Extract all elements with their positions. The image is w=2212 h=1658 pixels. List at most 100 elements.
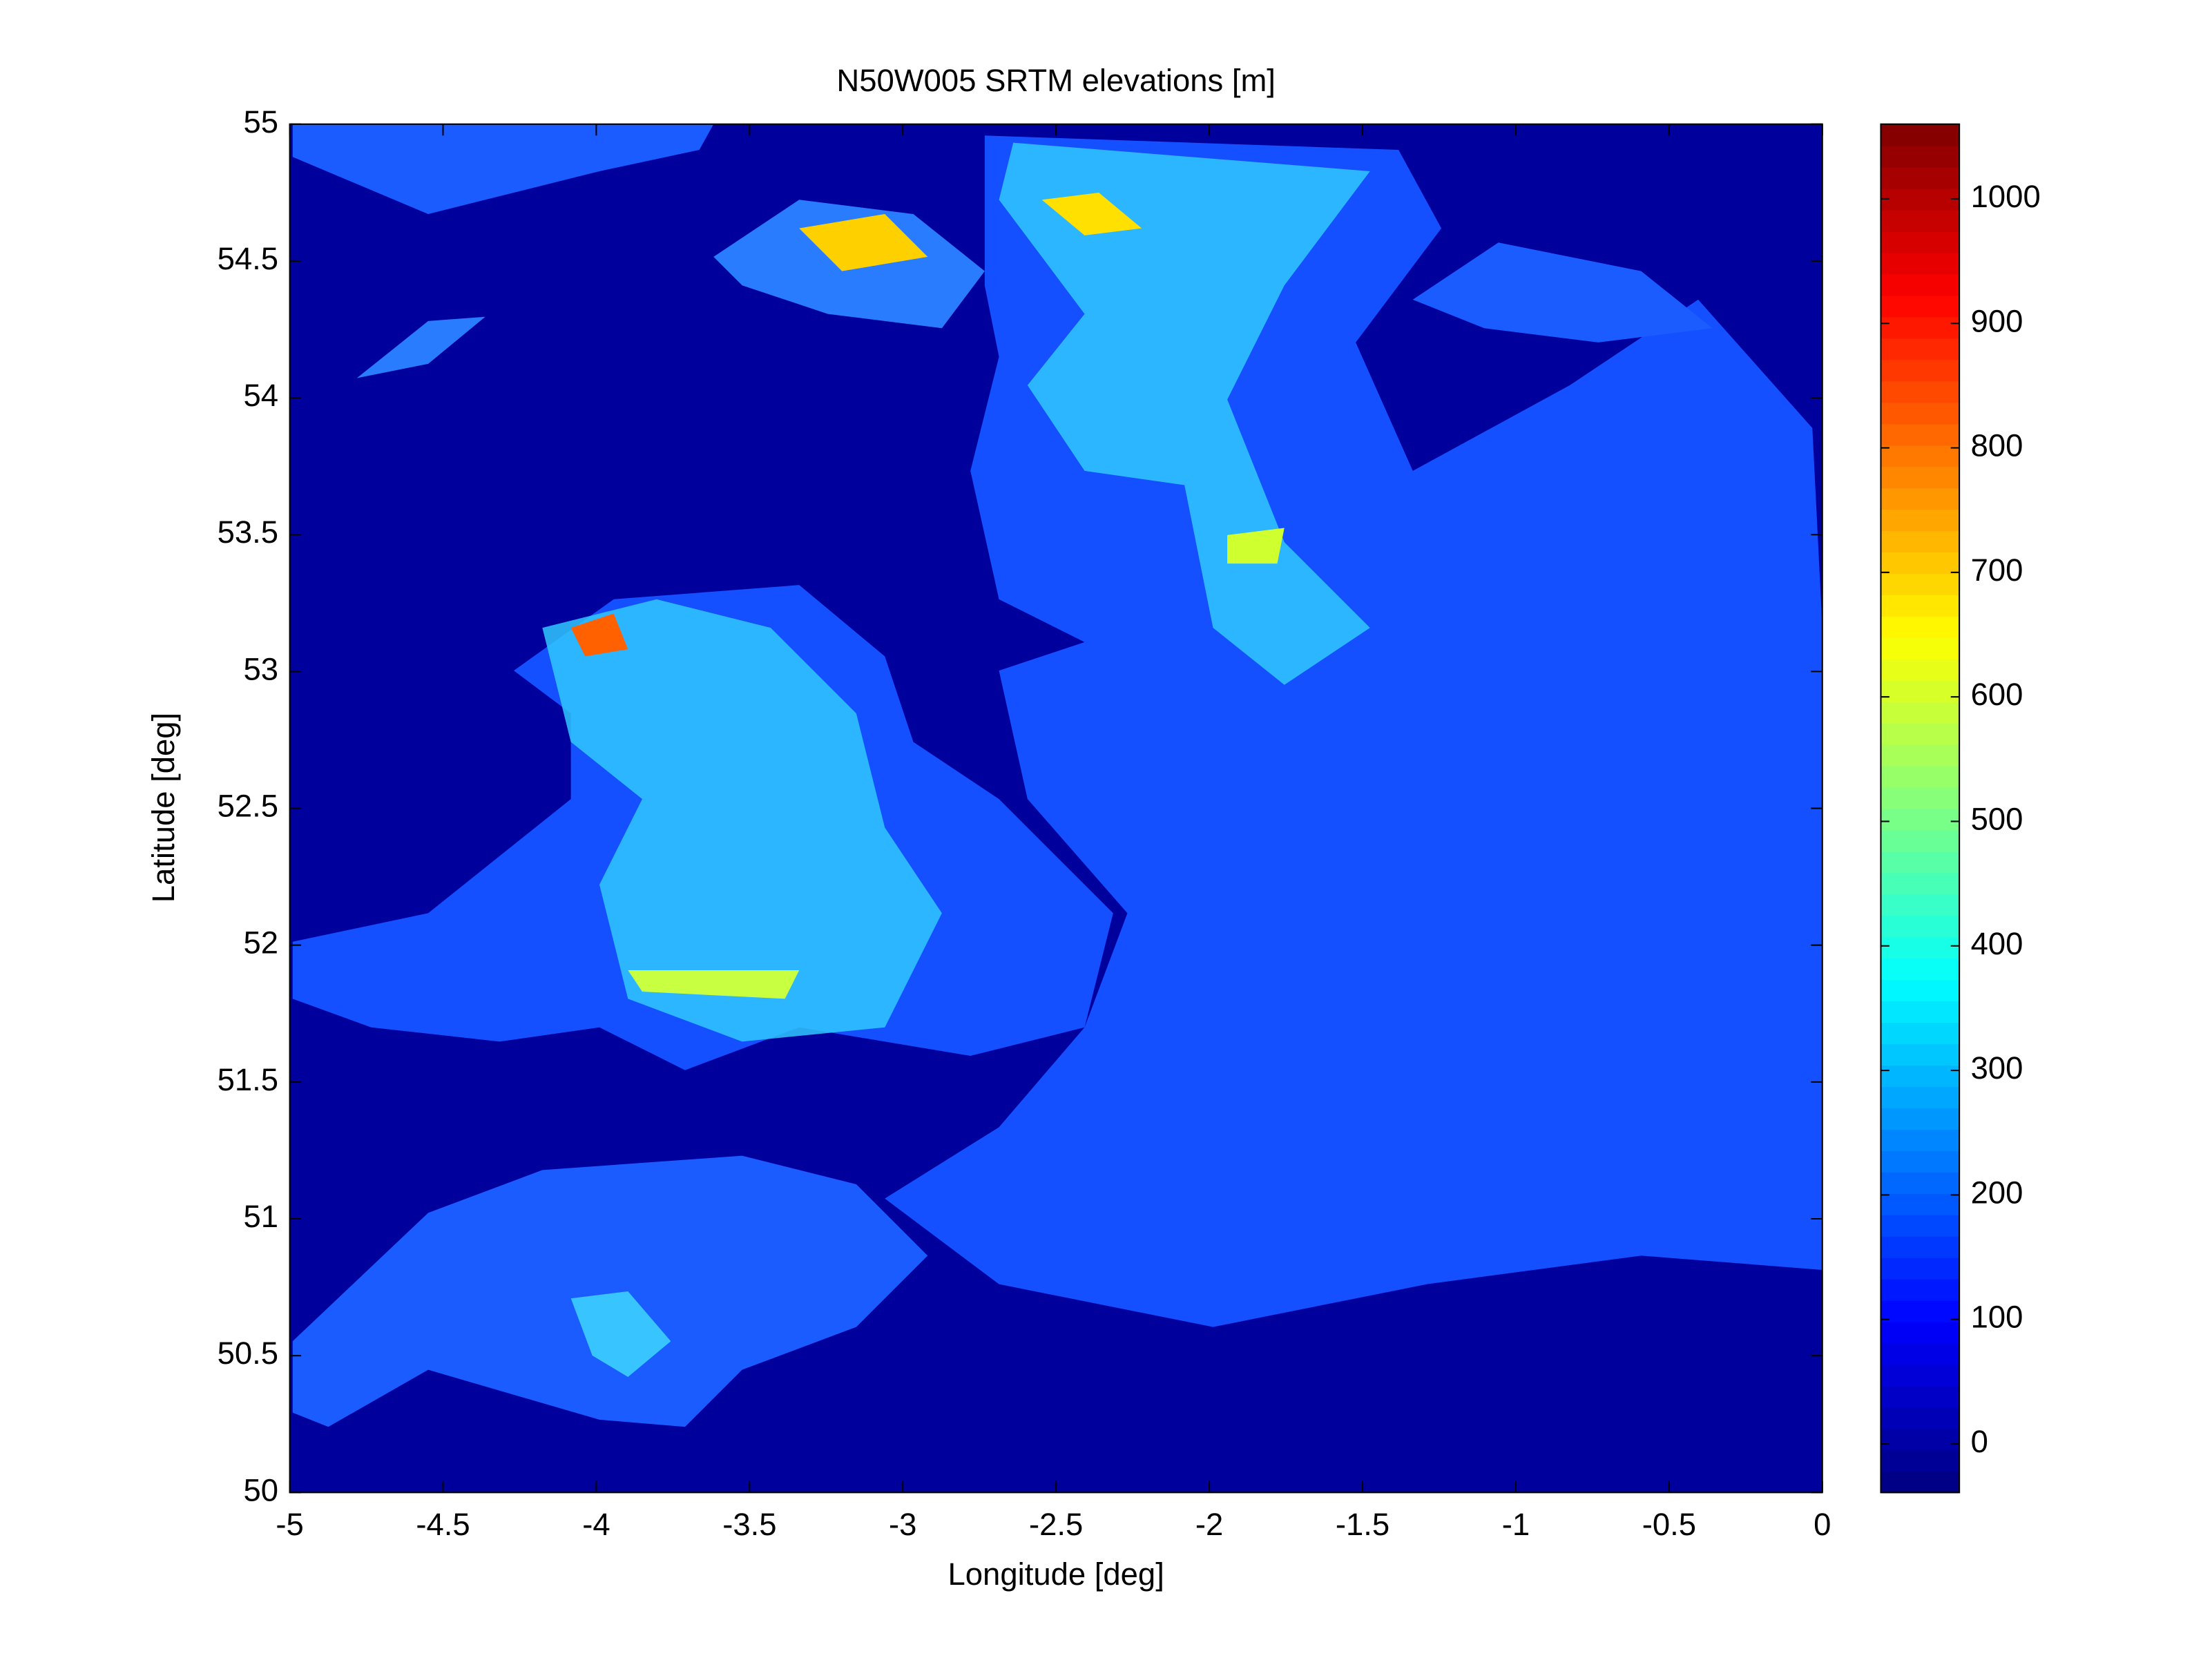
colorbar-step (1881, 1065, 1960, 1088)
x-tick-label: -3.5 (722, 1507, 776, 1542)
colorbar-step (1881, 615, 1960, 638)
colorbar-step (1881, 936, 1960, 959)
colorbar-step (1881, 1449, 1960, 1472)
land (1412, 242, 1713, 343)
highland (542, 599, 942, 1042)
x-tick-label: 0 (1814, 1507, 1831, 1542)
x-tick-label: -1 (1502, 1507, 1530, 1542)
x-tick-label: -4 (582, 1507, 610, 1542)
colorbar-step (1881, 1214, 1960, 1237)
x-tick-label: -2 (1195, 1507, 1223, 1542)
colorbar-step (1881, 851, 1960, 874)
colorbar-step (1881, 273, 1960, 296)
colorbar-step (1881, 1235, 1960, 1258)
y-tick-label: 52.5 (218, 789, 278, 824)
colorbar-step (1881, 679, 1960, 702)
x-axis-label: Longitude [deg] (948, 1556, 1164, 1592)
colorbar-step (1881, 359, 1960, 382)
y-tick-label: 54 (244, 378, 279, 413)
x-tick-label: -3 (889, 1507, 916, 1542)
colorbar-step (1881, 1086, 1960, 1109)
colorbar-step (1881, 295, 1960, 318)
x-tick-label: -1.5 (1336, 1507, 1389, 1542)
colorbar-step (1881, 1364, 1960, 1387)
y-tick-label: 52 (244, 925, 279, 961)
peak (570, 613, 628, 657)
peak (1227, 528, 1285, 564)
colorbar-box (1880, 123, 1961, 1494)
colorbar-step (1881, 915, 1960, 938)
x-tick-label: -2.5 (1029, 1507, 1083, 1542)
x-tick-label: -5 (276, 1507, 303, 1542)
colorbar-step (1881, 1171, 1960, 1194)
colorbar-step (1881, 231, 1960, 253)
colorbar-step (1881, 445, 1960, 467)
colorbar-step (1881, 1022, 1960, 1045)
land (292, 124, 714, 214)
colorbar-step (1881, 1428, 1960, 1451)
colorbar-tick-label: 800 (1971, 428, 2023, 463)
colorbar-step (1881, 637, 1960, 659)
colorbar-step (1881, 1342, 1960, 1365)
colorbar-step (1881, 1150, 1960, 1173)
colorbar-step (1881, 1300, 1960, 1322)
land (292, 1155, 928, 1427)
y-tick-label: 55 (244, 104, 279, 139)
colorbar-step (1881, 1321, 1960, 1344)
colorbar-step (1881, 466, 1960, 489)
colorbar-step (1881, 1407, 1960, 1429)
colorbar-step (1881, 829, 1960, 852)
colorbar-step (1881, 808, 1960, 831)
colorbar-tick-label: 700 (1971, 552, 2023, 588)
colorbar-step (1881, 145, 1960, 168)
elevation-image (289, 124, 1823, 1493)
colorbar-step (1881, 1385, 1960, 1408)
peak (1041, 192, 1142, 235)
colorbar-tick-label: 600 (1971, 677, 2023, 712)
colorbar-step (1881, 658, 1960, 681)
y-axis-label: Latitude [deg] (146, 713, 181, 903)
colorbar-step (1881, 872, 1960, 895)
peak (628, 970, 800, 999)
colorbar-step (1881, 594, 1960, 617)
colorbar-step (1881, 765, 1960, 788)
colorbar-step (1881, 1043, 1960, 1066)
y-tick-label: 54.5 (218, 241, 278, 276)
colorbar-tick-label: 1000 (1971, 179, 2041, 214)
colorbar-step (1881, 894, 1960, 916)
y-tick-label: 53.5 (218, 514, 278, 550)
x-tick-label: -4.5 (416, 1507, 470, 1542)
colorbar-step (1881, 209, 1960, 232)
y-tick-label: 51 (244, 1199, 279, 1234)
y-tick-label: 51.5 (218, 1062, 278, 1097)
colorbar-tick-label: 0 (1971, 1424, 1988, 1459)
colorbar-step (1881, 166, 1960, 189)
y-tick-label: 53 (244, 651, 279, 686)
colorbar-step (1881, 124, 1960, 146)
colorbar-step (1881, 1001, 1960, 1023)
colorbar-step (1881, 787, 1960, 809)
colorbar (1881, 124, 1960, 1494)
colorbar-step (1881, 423, 1960, 446)
chart-title: N50W005 SRTM elevations [m] (836, 63, 1276, 98)
colorbar-tick-label: 100 (1971, 1300, 2023, 1335)
peak (799, 213, 928, 271)
highland (570, 1291, 671, 1377)
colorbar-step (1881, 488, 1960, 510)
colorbar-step (1881, 701, 1960, 724)
colorbar-step (1881, 1108, 1960, 1130)
colorbar-step (1881, 1278, 1960, 1301)
colorbar-tick-label: 300 (1971, 1050, 2023, 1086)
colorbar-step (1881, 252, 1960, 275)
colorbar-step (1881, 509, 1960, 532)
y-tick-label: 50 (244, 1472, 279, 1507)
colorbar-step (1881, 1128, 1960, 1151)
colorbar-step (1881, 722, 1960, 745)
colorbar-tick-label: 400 (1971, 926, 2023, 961)
colorbar-step (1881, 958, 1960, 981)
colorbar-step (1881, 1257, 1960, 1280)
colorbar-tick-label: 200 (1971, 1175, 2023, 1210)
colorbar-step (1881, 402, 1960, 425)
